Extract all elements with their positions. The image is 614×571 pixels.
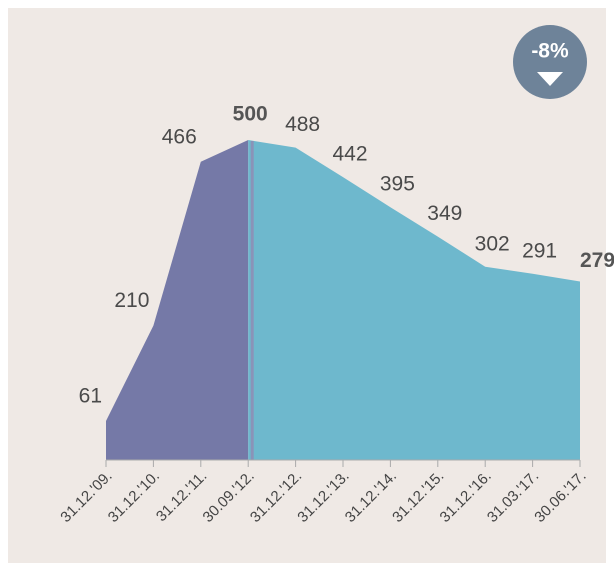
- data-label: 442: [332, 143, 367, 166]
- data-label: 500: [233, 103, 268, 126]
- area: [248, 140, 580, 460]
- data-label: 466: [162, 125, 197, 148]
- data-label: 291: [522, 239, 557, 262]
- data-label: 210: [114, 289, 149, 312]
- data-label: 488: [285, 113, 320, 136]
- area: [106, 140, 249, 460]
- data-label: 302: [475, 232, 510, 255]
- data-label: 61: [79, 385, 102, 408]
- badge-arrow: [537, 72, 563, 86]
- data-label: 279: [580, 249, 614, 272]
- data-label: 395: [380, 173, 415, 196]
- badge-text: -8%: [531, 40, 569, 63]
- data-label: 349: [427, 202, 462, 225]
- badge: [513, 25, 587, 99]
